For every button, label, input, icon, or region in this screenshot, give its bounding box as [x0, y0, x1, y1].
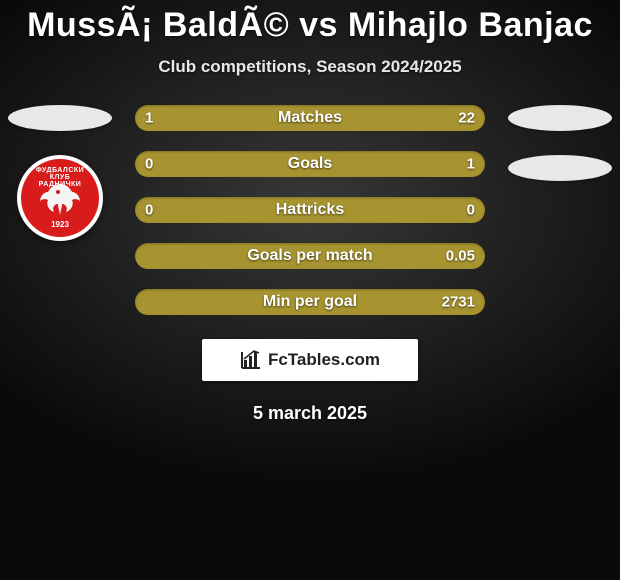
left-side-column: ФУДБАЛСКИ КЛУБ РАДНИЧКИ 1923	[0, 105, 120, 241]
stat-left-value: 0	[145, 202, 153, 219]
stat-bar: Goals per match 0.05	[135, 243, 485, 269]
stat-left-value: 1	[145, 110, 153, 127]
stat-left-value: 0	[145, 156, 153, 173]
subtitle: Club competitions, Season 2024/2025	[0, 57, 620, 77]
player-photo-placeholder-left	[8, 105, 112, 131]
stat-label: Goals	[288, 155, 332, 173]
brand-text: FcTables.com	[268, 350, 380, 370]
brand-badge[interactable]: FcTables.com	[202, 339, 418, 381]
stat-right-value: 1	[467, 156, 475, 173]
stat-label: Min per goal	[263, 293, 357, 311]
stat-right-value: 22	[458, 110, 475, 127]
stat-right-value: 2731	[442, 294, 475, 311]
stat-label: Goals per match	[247, 247, 372, 265]
right-side-column	[500, 105, 620, 181]
stat-right-value: 0	[467, 202, 475, 219]
player-photo-placeholder-right-2	[508, 155, 612, 181]
stat-bar: 0 Goals 1	[135, 151, 485, 177]
page-title: MussÃ¡ BaldÃ© vs Mihajlo Banjac	[0, 6, 620, 45]
stat-right-value: 0.05	[446, 248, 475, 265]
stat-label: Matches	[278, 109, 342, 127]
eagle-icon	[36, 178, 84, 218]
player-photo-placeholder-right-1	[508, 105, 612, 131]
comparison-grid: ФУДБАЛСКИ КЛУБ РАДНИЧКИ 1923 1 Matches 22 0…	[0, 105, 620, 315]
bars-chart-icon	[240, 350, 262, 370]
stat-bar: 0 Hattricks 0	[135, 197, 485, 223]
stat-bar: 1 Matches 22	[135, 105, 485, 131]
stat-bar: Min per goal 2731	[135, 289, 485, 315]
club-logo-year: 1923	[51, 220, 69, 229]
club-logo-left: ФУДБАЛСКИ КЛУБ РАДНИЧКИ 1923	[17, 155, 103, 241]
stat-label: Hattricks	[276, 201, 344, 219]
date-text: 5 march 2025	[0, 403, 620, 424]
